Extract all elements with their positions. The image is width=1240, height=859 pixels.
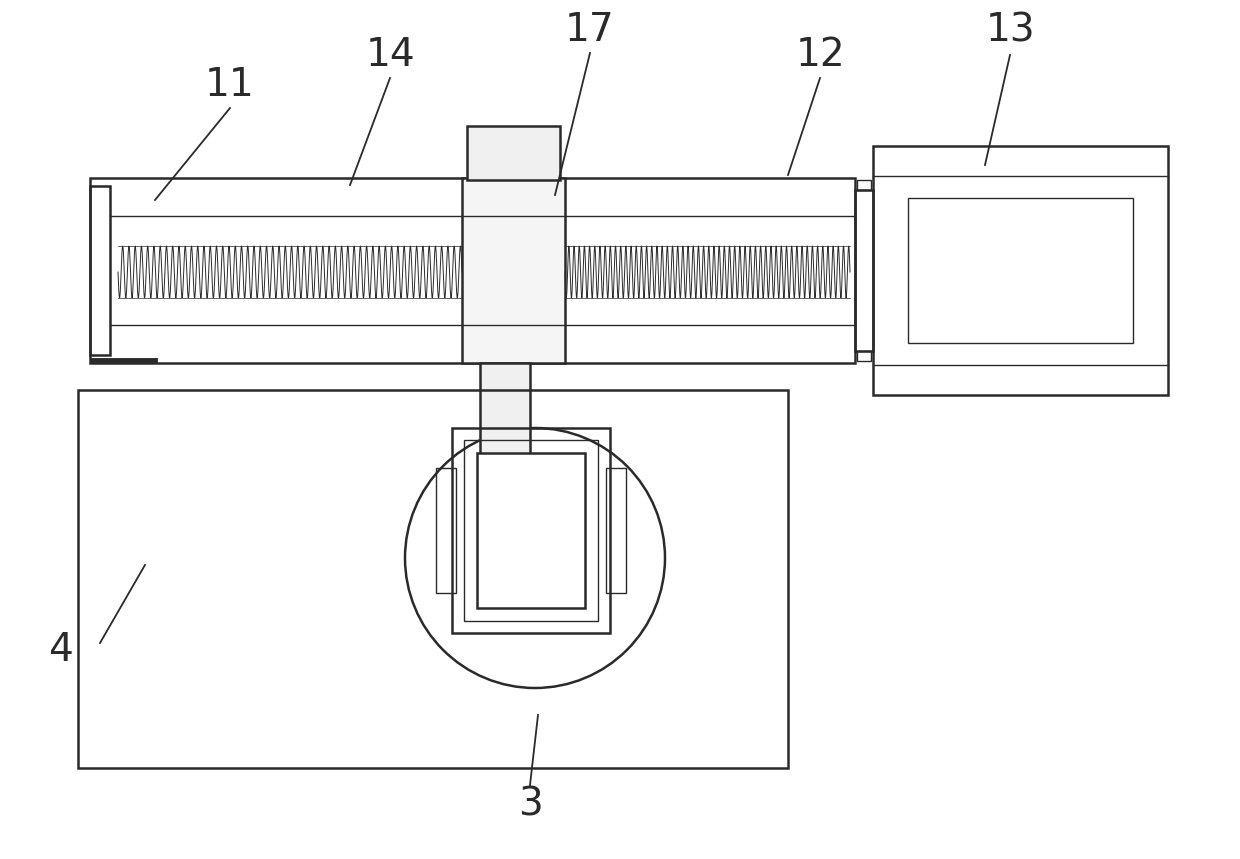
Bar: [480, 363, 529, 530]
Bar: [873, 146, 1168, 395]
Bar: [477, 453, 585, 608]
Bar: [463, 178, 565, 363]
Text: 3: 3: [517, 786, 542, 824]
Bar: [857, 351, 870, 361]
Text: 14: 14: [366, 36, 415, 74]
Bar: [453, 428, 610, 633]
Bar: [857, 180, 870, 190]
Bar: [606, 468, 626, 593]
Bar: [856, 190, 873, 351]
Text: 17: 17: [565, 11, 615, 49]
Bar: [91, 186, 110, 355]
Bar: [467, 126, 560, 180]
Text: 4: 4: [47, 631, 72, 669]
Bar: [908, 198, 1133, 343]
Bar: [91, 178, 856, 363]
Circle shape: [484, 144, 503, 164]
Bar: [436, 468, 456, 593]
Text: 13: 13: [986, 11, 1035, 49]
Bar: [464, 440, 598, 621]
Text: 12: 12: [795, 36, 844, 74]
Circle shape: [525, 144, 544, 164]
Text: 11: 11: [205, 66, 255, 104]
Bar: [78, 390, 787, 768]
